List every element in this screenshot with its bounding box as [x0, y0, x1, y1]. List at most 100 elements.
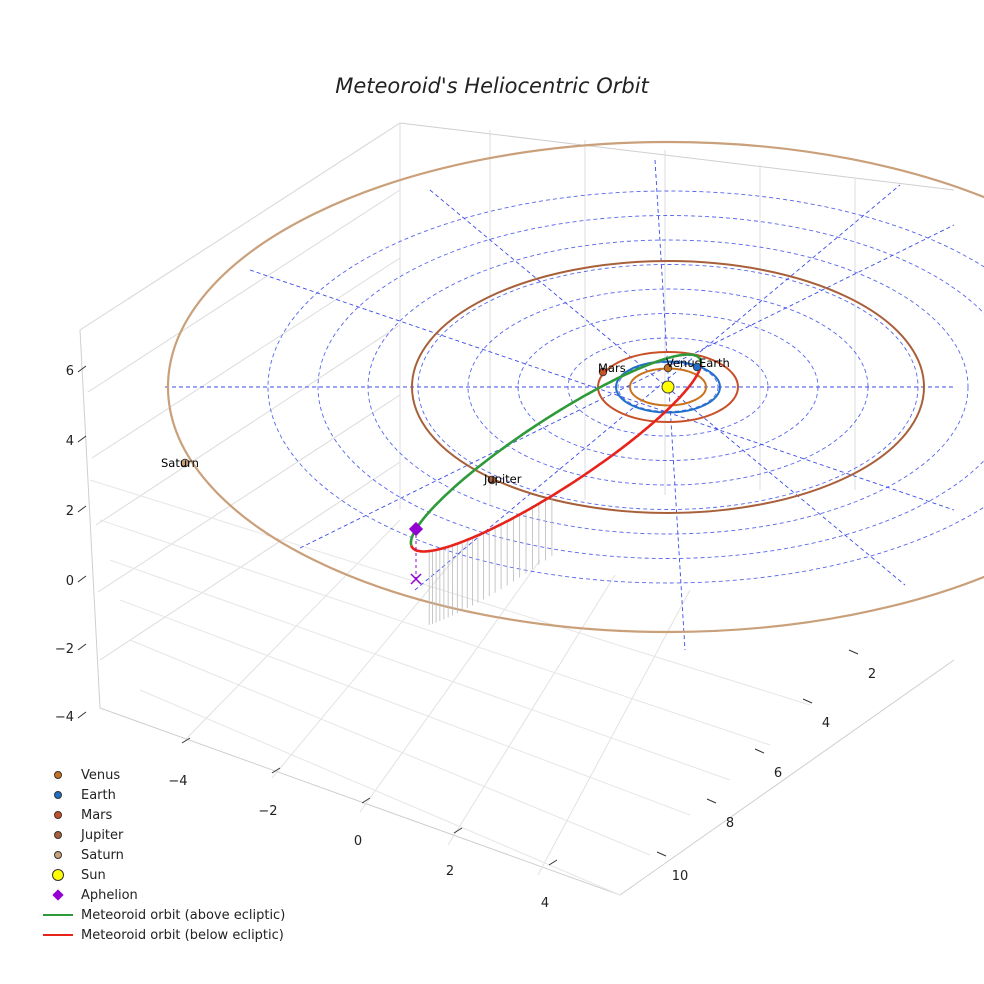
legend-item: Venus	[36, 765, 285, 785]
legend-symbol	[36, 845, 80, 865]
ecliptic-spoke	[299, 224, 955, 549]
z-tick-label: 6	[66, 364, 74, 379]
axis-box	[79, 122, 955, 896]
legend-label: Sun	[81, 867, 106, 883]
jupiter-label: Jupiter	[483, 472, 522, 486]
jupiter-orbit	[411, 260, 925, 514]
legend-item: Meteoroid orbit (below ecliptic)	[36, 925, 285, 945]
x-tick-label: −2	[258, 804, 277, 819]
legend-swatch	[43, 934, 73, 936]
sun-marker	[661, 380, 675, 394]
legend-label: Earth	[81, 787, 116, 803]
legend-symbol	[36, 765, 80, 785]
side-gridline	[99, 461, 401, 661]
saturn-label: Saturn	[161, 456, 199, 470]
z-tick-label: 2	[66, 504, 74, 519]
saturn-orbit	[167, 140, 984, 634]
legend-swatch	[52, 889, 64, 901]
legend-item: Sun	[36, 865, 285, 885]
ecliptic-spoke	[249, 269, 955, 511]
legend-label: Meteoroid orbit (above ecliptic)	[81, 907, 286, 923]
legend-item: Earth	[36, 785, 285, 805]
meteoroid-orbit-above	[409, 353, 703, 546]
legend: Venus Earth Mars Jupiter Saturn Sun Aphelion Me…	[36, 765, 285, 945]
floor-gridline	[99, 519, 771, 746]
y-tick	[656, 851, 667, 857]
legend-swatch	[54, 791, 62, 799]
legend-item: Meteoroid orbit (above ecliptic)	[36, 905, 285, 925]
ecliptic-ring	[317, 215, 984, 559]
floor-gridline	[139, 689, 621, 896]
aphelion-projection-marker	[410, 573, 422, 585]
y-tick	[848, 649, 859, 655]
meteoroid-orbit-below	[409, 364, 703, 553]
x-tick-label: 0	[354, 834, 362, 849]
legend-symbol	[36, 785, 80, 805]
legend-label: Aphelion	[81, 887, 138, 903]
jupiter-marker	[487, 475, 497, 485]
z-tick-label: −4	[55, 710, 74, 725]
legend-item: Aphelion	[36, 885, 285, 905]
legend-swatch	[54, 851, 62, 859]
legend-symbol	[36, 865, 80, 885]
ecliptic-spoke	[414, 184, 901, 591]
aphelion-marker	[408, 521, 424, 537]
legend-label: Mars	[81, 807, 113, 823]
legend-symbol	[36, 825, 80, 845]
side-gridline	[87, 189, 401, 393]
axis-ticks: 6 4 2 0 −2 −4 −4 −2 0 2 4 2 4 6 8 10	[55, 364, 876, 911]
floor-gridline	[184, 519, 401, 741]
x-mark	[410, 573, 422, 585]
z-tick-label: 4	[66, 434, 74, 449]
z-tick	[77, 711, 87, 719]
ecliptic-grid	[165, 159, 984, 651]
legend-symbol	[36, 925, 80, 945]
y-tick-label: 8	[726, 816, 734, 831]
x-tick	[271, 767, 281, 774]
floor-gridline	[271, 539, 471, 779]
z-tick	[77, 643, 87, 651]
legend-label: Venus	[81, 767, 121, 783]
legend-swatch	[54, 811, 62, 819]
venus-label: Venus	[666, 356, 701, 370]
floor-gridline	[109, 559, 731, 781]
floor-gridline	[537, 589, 691, 876]
y-tick-label: 6	[774, 766, 782, 781]
floor-gridline	[359, 559, 541, 813]
side-gridline	[79, 122, 401, 331]
legend-symbol	[36, 885, 80, 905]
x-tick-label: −4	[168, 774, 187, 789]
legend-swatch	[54, 831, 62, 839]
legend-symbol	[36, 905, 80, 925]
z-tick	[77, 505, 87, 513]
saturn-marker	[180, 458, 190, 468]
legend-label: Meteoroid orbit (below ecliptic)	[81, 927, 284, 943]
earth-orbit	[615, 360, 721, 414]
y-tick	[754, 748, 765, 754]
chart-title: Meteoroid's Heliocentric Orbit	[335, 74, 649, 98]
y-tick	[706, 798, 717, 804]
mars-marker	[598, 367, 608, 377]
side-gridline	[97, 394, 401, 593]
mars-label: Mars	[598, 361, 626, 375]
venus-marker	[663, 363, 673, 373]
y-tick	[802, 698, 813, 704]
legend-swatch	[54, 771, 62, 779]
legend-swatch	[52, 869, 64, 881]
earth-label: Earth	[699, 356, 730, 370]
legend-symbol	[36, 805, 80, 825]
x-tick	[548, 859, 558, 866]
z-tick	[77, 365, 87, 373]
legend-item: Mars	[36, 805, 285, 825]
z-tick	[77, 575, 87, 583]
floor-gridline	[119, 599, 691, 816]
legend-item: Jupiter	[36, 825, 285, 845]
z-tick	[77, 435, 87, 443]
y-tick-label: 4	[822, 716, 830, 731]
floor-gridline	[129, 639, 651, 856]
planet-orbits	[167, 140, 984, 634]
x-tick	[181, 737, 191, 744]
y-tick-label: 10	[672, 869, 689, 884]
floor-gridline	[89, 479, 811, 706]
